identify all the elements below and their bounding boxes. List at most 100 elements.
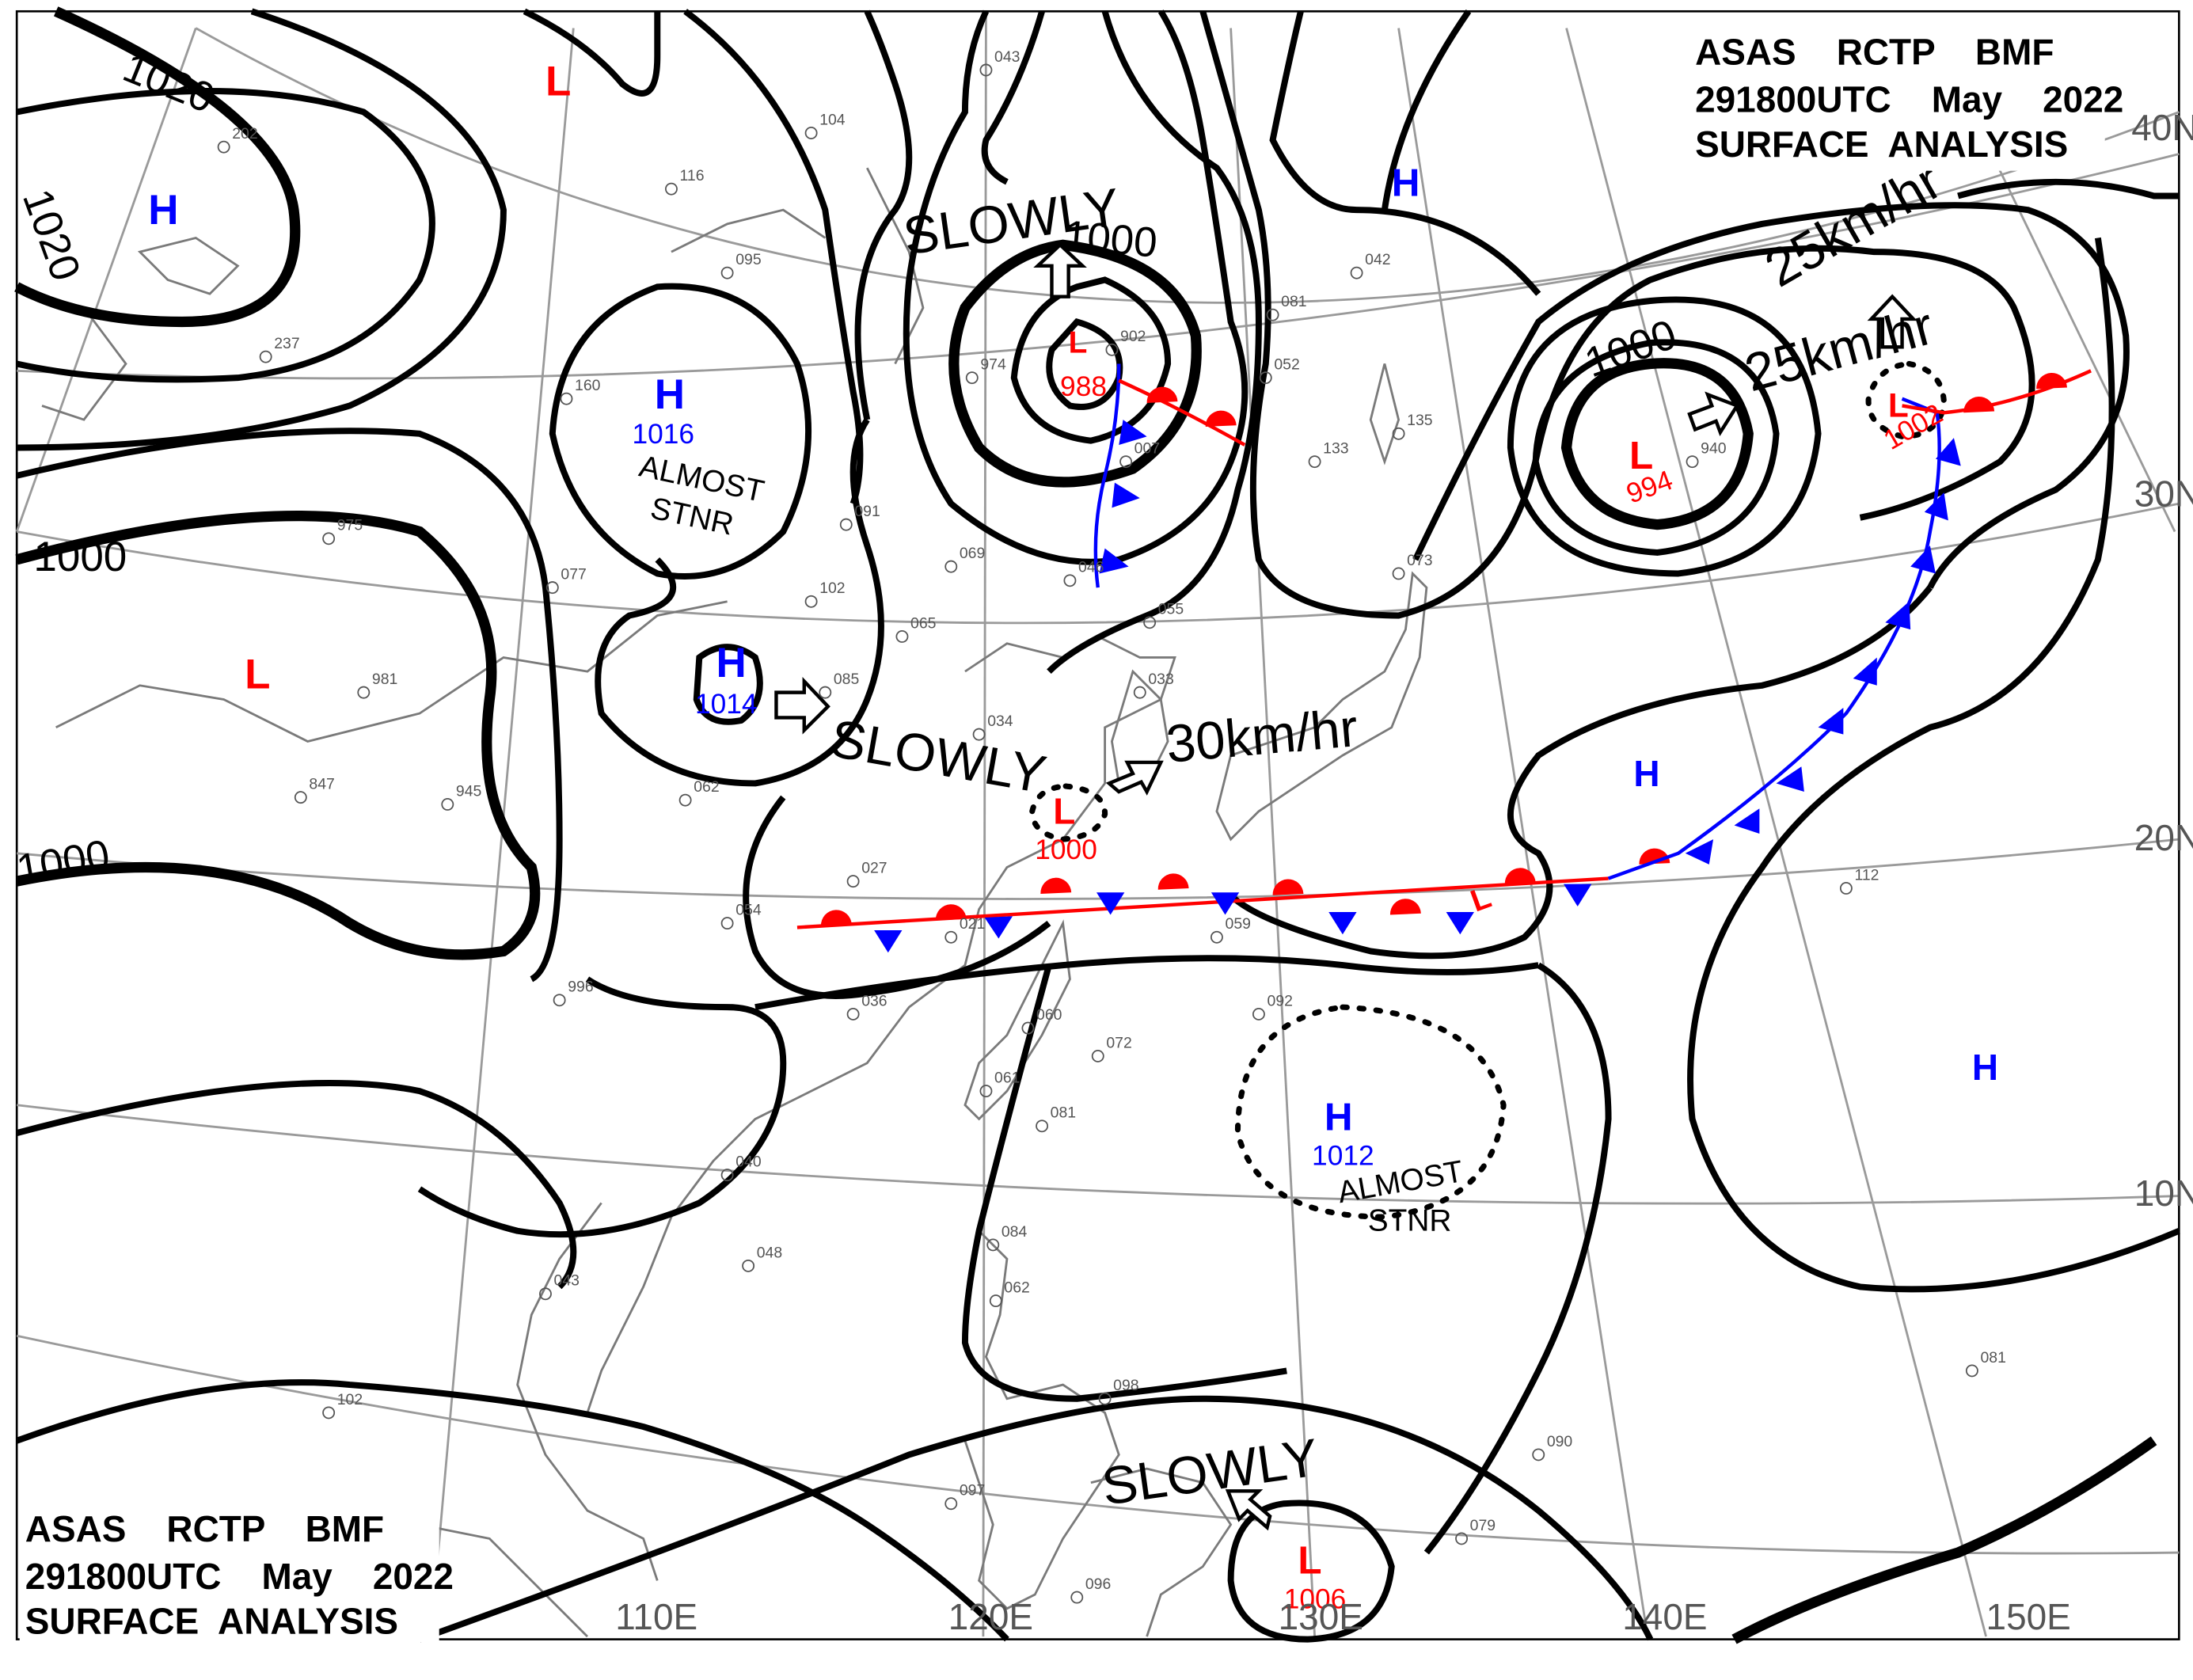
station-marker (665, 182, 678, 196)
lon-label: 130E (1279, 1596, 1363, 1637)
station-pressure: 104 (819, 111, 846, 128)
isobar-label: 1000 (33, 534, 127, 580)
station-pressure: 027 (861, 860, 887, 877)
svg-text:H: H (716, 640, 746, 686)
station-pressure: 092 (1268, 992, 1293, 1009)
station-pressure: 081 (1980, 1349, 2005, 1366)
station-marker (1392, 567, 1405, 580)
station-marker (720, 266, 734, 279)
station-pressure: 062 (1004, 1279, 1029, 1296)
station-pressure: 059 (1226, 915, 1251, 933)
svg-text:H: H (1325, 1096, 1353, 1139)
motion-arrows (774, 242, 1917, 1531)
station-marker (539, 1287, 552, 1301)
station-marker (986, 1238, 1000, 1252)
station-pressure: 043 (994, 48, 1020, 66)
svg-text:L: L (1888, 387, 1909, 424)
lon-label: 140E (1622, 1596, 1707, 1637)
svg-text:1006: 1006 (1284, 1584, 1347, 1615)
station-marker (553, 994, 566, 1007)
svg-text:988: 988 (1060, 371, 1107, 402)
station-marker (944, 1497, 958, 1511)
station-pressure: 116 (680, 167, 705, 184)
svg-text:L: L (1053, 791, 1075, 832)
svg-text:1014: 1014 (695, 689, 758, 720)
lat-label: 30N (2134, 473, 2193, 515)
isobar-1000-low994 (1560, 358, 1754, 530)
station-marker (979, 63, 993, 77)
station-pressure: 043 (554, 1272, 580, 1290)
station-pressure: 940 (1701, 440, 1727, 458)
station-marker (846, 1007, 860, 1021)
high-center: H (1972, 1047, 1998, 1088)
station-pressure: 096 (1085, 1575, 1111, 1593)
isobar-1000-low988 (948, 239, 1202, 488)
cold-front-low988 (1093, 363, 1121, 588)
station-pressure: 048 (757, 1244, 782, 1261)
station-marker (1532, 1448, 1545, 1461)
station-pressure: 975 (337, 517, 363, 534)
station-pressure: 112 (1854, 866, 1879, 884)
station-marker (720, 1169, 734, 1182)
lat-label: 10N (2134, 1173, 2193, 1214)
station-pressure: 060 (1036, 1006, 1062, 1024)
station-pressure: 046 (1078, 559, 1104, 576)
station-marker (1455, 1532, 1469, 1545)
isobars (14, 6, 2180, 1644)
station-marker (979, 1085, 993, 1098)
cold-front-east (1607, 397, 1941, 880)
svg-text:L: L (1069, 325, 1088, 359)
station-pressure: 081 (1051, 1104, 1076, 1122)
cold-front-triangles (874, 884, 1592, 953)
station-pressure: 061 (994, 1070, 1020, 1087)
header-line2: 291800UTC May 2022 (1695, 78, 2123, 120)
header-top-right: ASAS RCTP BMF 291800UTC May 2022 SURFACE… (1685, 17, 2123, 171)
svg-text:L: L (1629, 434, 1653, 477)
station-pressure: 902 (1120, 328, 1146, 345)
station-marker (259, 350, 272, 363)
station-marker (1091, 1049, 1104, 1062)
station-pressure: 091 (854, 503, 880, 520)
station-marker (217, 140, 230, 154)
low-center: L 988 (1060, 325, 1107, 402)
station-marker (819, 686, 832, 699)
station-marker (1252, 1007, 1265, 1021)
station-pressure: 090 (1547, 1433, 1573, 1450)
svg-text:H: H (655, 371, 685, 418)
header-line2: 291800UTC May 2022 (25, 1556, 454, 1597)
station-pressure: 021 (960, 915, 985, 933)
station-marker (1133, 686, 1146, 699)
station-marker (322, 532, 336, 545)
high-center: H (1392, 161, 1420, 204)
station-marker (1266, 308, 1279, 321)
station-pressure: 981 (372, 671, 397, 688)
station-marker (895, 630, 909, 643)
station-marker (1105, 343, 1119, 356)
lon-label: 120E (948, 1596, 1033, 1637)
low-center: L 1000 (1035, 791, 1097, 865)
station-pressure: 040 (735, 1153, 762, 1170)
motion-arrow-icon (774, 676, 830, 735)
station-pressure: 102 (819, 580, 845, 597)
station-marker (965, 371, 979, 385)
station-marker (846, 875, 860, 888)
lon-label: 110E (615, 1596, 697, 1637)
motion-arrow-icon (1867, 294, 1917, 349)
svg-text:1012: 1012 (1312, 1141, 1374, 1172)
motion-arrow-icon (1105, 760, 1164, 796)
station-marker (357, 686, 371, 699)
station-marker (1070, 1591, 1084, 1604)
station-pressure: 055 (1158, 601, 1184, 618)
station-marker (1210, 930, 1223, 944)
station-pressure: 102 (337, 1391, 363, 1408)
station-pressure: 065 (910, 614, 936, 632)
station-pressure: 073 (1407, 552, 1432, 569)
station-pressure: 054 (735, 902, 762, 919)
header-line1: ASAS RCTP BMF (1695, 31, 2054, 72)
station-marker (1143, 616, 1157, 629)
station-pressure: 081 (1281, 293, 1306, 310)
high-center: H 1014 (695, 640, 758, 720)
header-line1: ASAS RCTP BMF (25, 1508, 384, 1549)
svg-text:1000: 1000 (1035, 834, 1097, 865)
